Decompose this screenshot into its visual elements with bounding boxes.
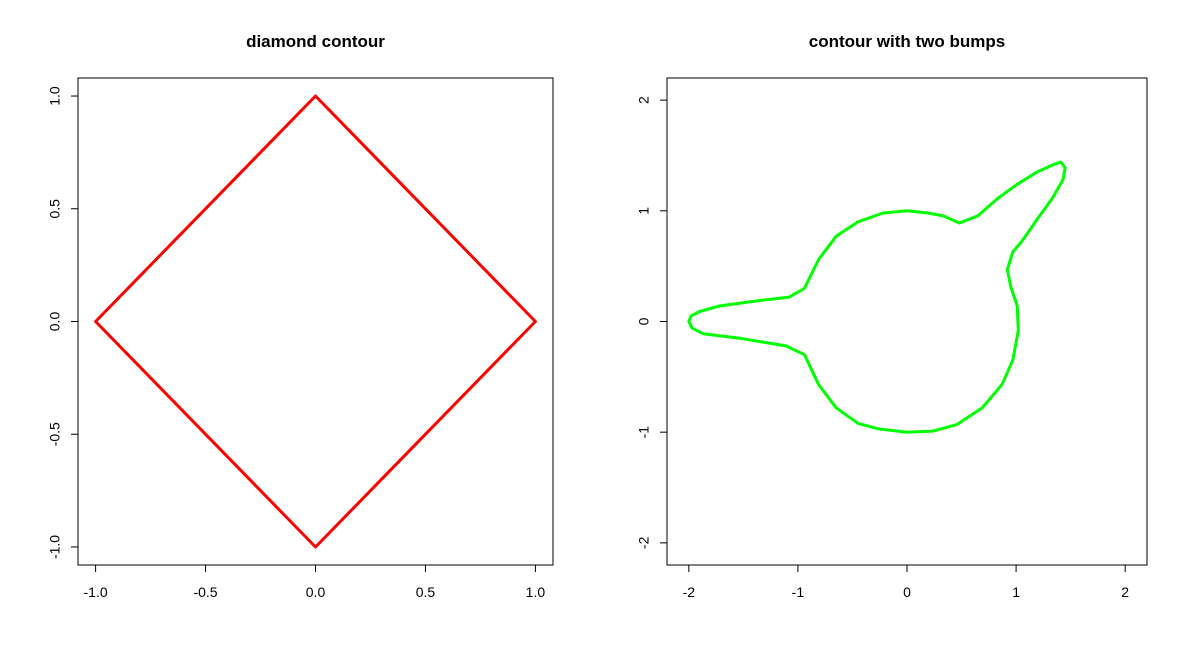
x-tick-label: -1.0 <box>84 584 108 600</box>
x-tick-label: -0.5 <box>193 584 217 600</box>
x-tick-label: 2 <box>1121 584 1129 600</box>
x-tick-label: -1 <box>792 584 805 600</box>
y-tick-label: -2 <box>636 536 652 549</box>
y-tick-label: -1 <box>636 426 652 439</box>
chart-title: diamond contour <box>246 32 385 51</box>
x-tick-label: 0.0 <box>306 584 326 600</box>
y-tick-label: -0.5 <box>47 422 63 446</box>
y-tick-label: 0.5 <box>47 199 63 219</box>
x-tick-label: -2 <box>683 584 696 600</box>
plot-1: diamond contour -1.0 -0.5 0.0 0.5 1.0 -1.0 -0.5… <box>47 32 554 600</box>
plot-box <box>77 77 554 566</box>
y-tick-label: 1 <box>636 207 652 215</box>
chart-title: contour with two bumps <box>809 32 1005 51</box>
y-tick-label: 2 <box>636 96 652 104</box>
contour-line <box>687 160 1067 434</box>
contour-line <box>94 94 537 549</box>
x-tick-label: 1 <box>1012 584 1020 600</box>
x-tick-label: 1.0 <box>526 584 546 600</box>
plot-2: contour with two bumps -2 -1 0 1 2 -2 -1 0 1 2 <box>636 32 1148 600</box>
y-tick-label: 1.0 <box>47 86 63 106</box>
x-tick-label: 0 <box>903 584 911 600</box>
y-tick-label: 0 <box>636 317 652 325</box>
plot-box <box>666 77 1148 566</box>
y-tick-label: 0.0 <box>47 312 63 332</box>
y-tick-label: -1.0 <box>47 535 63 559</box>
x-tick-label: 0.5 <box>416 584 436 600</box>
